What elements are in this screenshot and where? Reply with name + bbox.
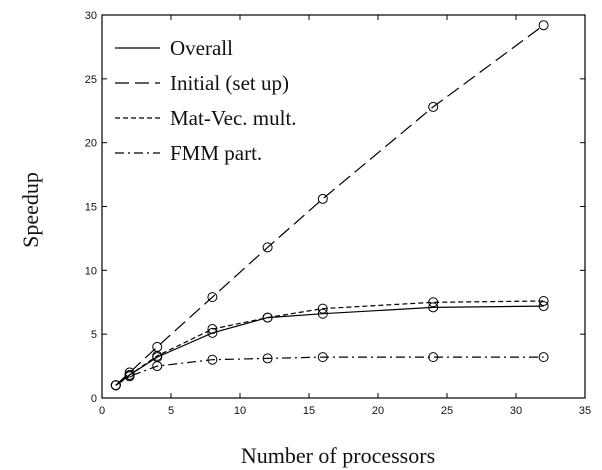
data-point — [538, 295, 549, 306]
data-point — [110, 380, 121, 391]
y-tick-label: 15 — [85, 202, 97, 214]
axis-ticks: 0 5 10 15 20 25 30 35 0 5 10 15 20 25 30 — [85, 10, 591, 417]
data-point — [317, 308, 328, 319]
data-point — [207, 327, 218, 338]
y-tick-label: 10 — [85, 265, 97, 277]
data-point — [538, 301, 549, 312]
x-tick-label: 15 — [303, 405, 315, 417]
x-tick-label: 35 — [579, 405, 591, 417]
data-point — [207, 292, 218, 303]
data-point — [262, 312, 273, 323]
legend-label: Initial (set up) — [170, 71, 289, 95]
y-tick-label: 20 — [85, 138, 97, 150]
data-point — [317, 352, 328, 363]
series-line-1 — [115, 24, 544, 386]
data-point — [428, 302, 439, 313]
x-tick-label: 20 — [372, 405, 384, 417]
x-axis-label: Number of processors — [241, 443, 435, 468]
data-point — [317, 303, 328, 314]
legend: Overall Initial (set up) Mat-Vec. mult. FMM… — [115, 36, 297, 165]
legend-label: Mat-Vec. mult. — [170, 106, 297, 130]
data-point — [317, 193, 328, 204]
legend-label: FMM part. — [170, 141, 262, 165]
series-line-0 — [115, 305, 544, 386]
x-tick-label: 5 — [168, 405, 174, 417]
x-tick-label: 30 — [510, 405, 522, 417]
data-point — [538, 352, 549, 363]
x-tick-label: 10 — [234, 405, 246, 417]
data-point — [124, 367, 135, 378]
legend-label: Overall — [170, 36, 233, 60]
data-point — [428, 352, 439, 363]
data-point — [152, 350, 163, 361]
y-tick-label: 0 — [91, 393, 97, 405]
data-point — [152, 341, 163, 352]
y-tick-label: 30 — [85, 10, 97, 22]
y-axis-label: Speedup — [18, 172, 43, 248]
data-point — [538, 20, 549, 31]
data-point — [262, 353, 273, 364]
y-tick-label: 25 — [85, 74, 97, 86]
data-point — [262, 242, 273, 253]
data-point — [124, 371, 135, 382]
x-tick-label: 0 — [99, 405, 105, 417]
series-line-2 — [115, 300, 544, 386]
data-point — [428, 297, 439, 308]
data-point — [207, 354, 218, 365]
data-point — [152, 361, 163, 372]
y-tick-label: 5 — [91, 329, 97, 341]
series-line-3 — [115, 356, 544, 386]
data-point — [428, 101, 439, 112]
x-tick-label: 25 — [441, 405, 453, 417]
series-markers — [110, 20, 549, 391]
data-point — [207, 324, 218, 335]
